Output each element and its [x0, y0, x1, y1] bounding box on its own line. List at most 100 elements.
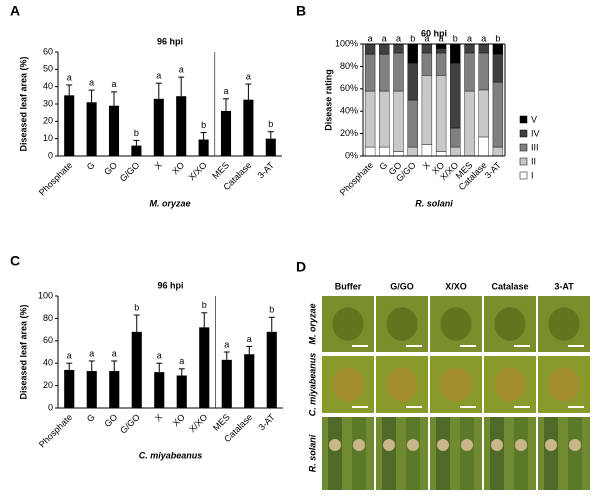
x-tick-label: G/GO [118, 160, 142, 184]
y-tick-label: 0 [48, 150, 53, 160]
leaf-sheath [544, 417, 558, 490]
leaf-sheath [514, 417, 528, 490]
bar-segment [464, 52, 475, 92]
legend-swatch [519, 171, 528, 180]
x-tick-label: GO [102, 412, 119, 429]
bar [265, 138, 276, 156]
bar-segment [421, 52, 433, 76]
bar-segment [435, 151, 447, 157]
bar-segment [364, 53, 376, 92]
agar-plug [329, 439, 341, 451]
legend-label: I [531, 170, 534, 180]
bar [154, 372, 165, 408]
bar [109, 371, 120, 408]
x-tick-label: X [421, 160, 432, 171]
x-tick-label: 3-AT [256, 412, 277, 433]
bar-segment [435, 52, 447, 76]
bar-segment [464, 90, 475, 157]
significance-letter: a [111, 79, 116, 89]
significance-letter: b [201, 120, 206, 130]
y-tick-label: 60 [43, 335, 53, 345]
significance-letter: a [89, 78, 94, 88]
chart-title: 96 hpi [157, 36, 183, 46]
bar [220, 110, 232, 156]
significance-letter: a [179, 65, 184, 75]
bar-segment [450, 127, 461, 148]
bar [86, 371, 97, 408]
x-tick-label: X/XO [186, 160, 208, 182]
lesion [440, 367, 472, 402]
column-header: X/XO [445, 281, 467, 291]
bar-segment [421, 75, 433, 146]
bar [243, 99, 254, 156]
panel-letter: A [10, 3, 20, 19]
x-tick-label: X/XO [187, 412, 209, 434]
bar-segment [393, 90, 404, 152]
bar-segment [407, 99, 418, 148]
lesion [494, 307, 526, 341]
significance-letter: a [396, 33, 401, 43]
chart-title: 60 hpi [421, 28, 447, 38]
x-axis-label: M. oryzae [149, 198, 190, 208]
bar [108, 105, 120, 156]
agar-plug [491, 439, 503, 451]
bar [64, 95, 75, 156]
y-tick-label: 40 [43, 358, 53, 368]
lesion [494, 367, 526, 402]
legend-label: III [531, 142, 539, 152]
y-tick-label: 30 [43, 98, 53, 108]
x-tick-label: G [85, 160, 97, 172]
column-header: Catalase [491, 281, 528, 291]
significance-letter: a [179, 356, 184, 366]
agar-plug [383, 439, 395, 451]
agar-plug [353, 439, 365, 451]
bar [176, 375, 187, 408]
bar-segment [450, 43, 461, 64]
bar-segment [393, 43, 404, 54]
x-tick-label: X [153, 412, 164, 423]
bar-segment [379, 90, 390, 148]
significance-letter: a [439, 33, 444, 43]
bar [221, 359, 232, 408]
significance-letter: a [223, 86, 228, 96]
y-tick-label: 40% [340, 106, 358, 116]
leaf-sheath [568, 417, 582, 490]
agar-plug [437, 439, 449, 451]
bar-segment [407, 62, 418, 101]
leaf-sheath [382, 417, 396, 490]
leaf-sheath [490, 417, 504, 490]
bar-segment [435, 48, 447, 54]
bar [64, 369, 75, 408]
bar-segment [379, 146, 390, 157]
x-axis-label: R. solani [415, 198, 453, 208]
bar [176, 96, 187, 156]
agar-plug [407, 439, 419, 451]
x-tick-label: G [85, 412, 97, 424]
y-tick-label: 60 [43, 46, 53, 56]
bar-segment [478, 43, 489, 54]
bar [153, 98, 164, 156]
x-tick-label: XO [170, 160, 186, 176]
bar-segment [407, 43, 418, 64]
y-tick-label: 80 [43, 313, 53, 323]
y-tick-label: 10 [43, 133, 53, 143]
bar [131, 331, 142, 408]
significance-letter: b [410, 33, 415, 43]
significance-letter: a [382, 33, 387, 43]
bar-segment [492, 146, 504, 157]
legend-swatch [519, 157, 528, 166]
legend-label: V [531, 114, 537, 124]
column-header: 3-AT [554, 281, 574, 291]
significance-letter: a [156, 71, 161, 81]
significance-letter: a [247, 334, 252, 344]
y-axis-label: Diseased leaf area (%) [18, 304, 28, 399]
x-tick-label: Phosphate [37, 160, 75, 198]
significance-letter: b [268, 119, 273, 129]
leaf-sheath [436, 417, 450, 490]
x-tick-label: 3-AT [483, 160, 504, 181]
significance-letter: a [157, 351, 162, 361]
row-label: C. miyabeanus [307, 353, 317, 417]
legend-swatch [519, 129, 528, 138]
bar-segment [379, 53, 390, 92]
